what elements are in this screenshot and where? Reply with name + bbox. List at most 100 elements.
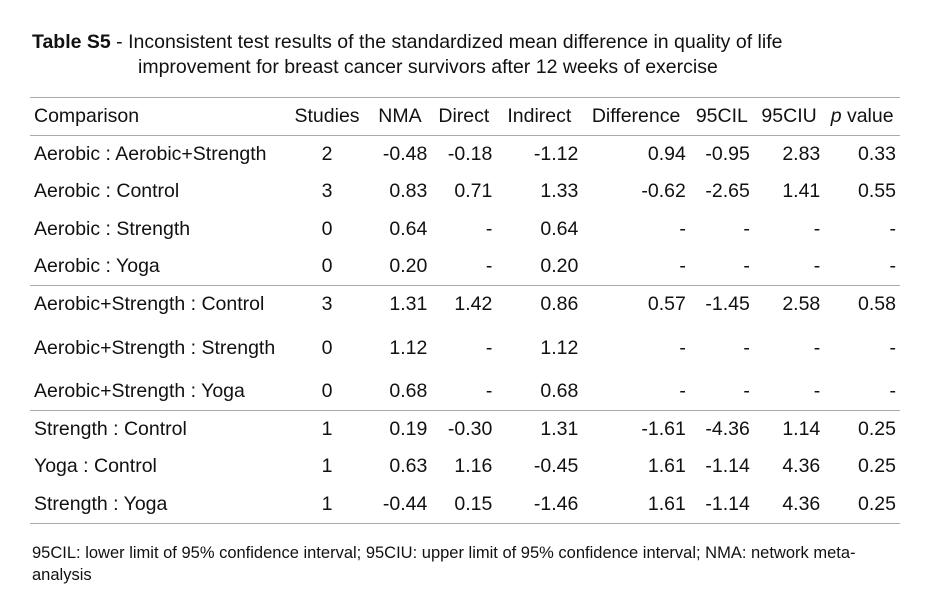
cell-indirect: 0.64 (540, 217, 579, 240)
table-row: Aerobic+Strength : Yoga 0 0.68 - 0.68 - - - - (30, 373, 900, 411)
cell-comparison: Strength : Yoga (34, 492, 168, 515)
cell-p-value: 0.25 (858, 492, 896, 515)
header-ci-upper: 95CIU (753, 97, 825, 136)
cell-studies: 1 (321, 455, 333, 478)
cell-nma: 1.31 (368, 285, 432, 323)
cell-indirect: -0.45 (533, 455, 579, 478)
cell-difference: 1.61 (647, 455, 686, 478)
cell-direct: -0.30 (431, 410, 497, 448)
table-row: Strength : Yoga 1 -0.44 0.15 -1.46 1.61 -1.14 4… (30, 486, 900, 524)
cell-ci-upper: 2.83 (782, 143, 821, 165)
header-indirect: Indirect (496, 97, 583, 136)
table-row: Yoga : Control 1 0.63 1.16 -0.45 1.61 -1.14 4.3… (30, 448, 900, 486)
cell-difference: - (679, 255, 686, 277)
cell-p-value: 0.25 (858, 455, 896, 478)
cell-indirect: 0.68 (540, 380, 579, 402)
table-row: Aerobic+Strength : Control 3 1.31 1.42 0.86 0… (30, 285, 900, 323)
cell-direct: - (485, 380, 493, 402)
cell-direct: -0.18 (447, 143, 493, 165)
cell-p-value: 0.55 (858, 180, 896, 203)
table-row: Aerobic+Strength : Strength 0 1.12 - 1.12 - - -… (30, 323, 900, 373)
cell-direct: 0.71 (454, 180, 493, 203)
cell-ci-lower: -1.45 (689, 285, 754, 323)
cell-p-value: - (889, 380, 897, 402)
table-row: Aerobic : Strength 0 0.64 - 0.64 - - - - (30, 211, 900, 249)
cell-nma: 1.12 (389, 336, 428, 359)
header-p-rest: value (841, 105, 894, 127)
cell-difference: -1.61 (582, 410, 690, 448)
header-comparison: Comparison (30, 97, 286, 136)
cell-comparison: Aerobic : Strength (34, 217, 191, 240)
table-row: Aerobic : Control 3 0.83 0.71 1.33 -0.62 -2.65… (30, 173, 900, 211)
cell-p-value: 0.33 (858, 143, 896, 165)
table-footnote: 95CIL: lower limit of 95% confidence int… (32, 544, 856, 584)
cell-p-value: - (889, 336, 897, 359)
caption-separator: - (110, 31, 129, 53)
cell-difference: - (679, 336, 686, 359)
cell-ci-upper: - (813, 336, 821, 359)
caption-text-line2: improvement for breast cancer survivors … (138, 56, 718, 78)
cell-direct: - (485, 255, 493, 277)
table-row: Strength : Control 1 0.19 -0.30 1.31 -1.61 -4.… (30, 410, 900, 448)
table-label: Table S5 (32, 31, 111, 53)
cell-studies: 3 (285, 285, 369, 323)
header-p-italic: p (830, 105, 842, 127)
cell-difference: - (679, 217, 686, 240)
cell-ci-lower: -1.14 (705, 492, 750, 515)
cell-direct: - (485, 217, 493, 240)
cell-indirect: -1.12 (533, 143, 579, 165)
cell-nma: 0.83 (389, 180, 428, 203)
table-row: Aerobic : Aerobic+Strength 2 -0.48 -0.18 -1.… (30, 136, 900, 174)
cell-ci-upper: 4.36 (782, 455, 821, 478)
cell-studies: 0 (321, 380, 333, 402)
cell-ci-upper: 1.41 (782, 180, 821, 203)
cell-ci-upper: - (813, 217, 821, 240)
cell-difference: 0.94 (647, 143, 686, 165)
cell-studies: 2 (321, 143, 333, 165)
header-row: Comparison Studies NMA Direct Indirect D… (30, 97, 900, 136)
cell-ci-lower: - (743, 380, 750, 402)
cell-comparison: Aerobic : Aerobic+Strength (34, 143, 267, 165)
cell-ci-upper: 2.58 (753, 285, 825, 323)
cell-direct: - (485, 336, 493, 359)
cell-indirect: 0.86 (496, 285, 583, 323)
cell-studies: 1 (285, 410, 369, 448)
cell-indirect: 0.20 (540, 255, 579, 277)
table-row: Aerobic : Yoga 0 0.20 - 0.20 - - - - (30, 248, 900, 286)
cell-indirect: 1.12 (540, 336, 579, 359)
cell-studies: 1 (321, 492, 333, 515)
caption-text-line1: Inconsistent test results of the standar… (128, 31, 783, 53)
cell-nma: -0.48 (382, 143, 428, 165)
header-p-value: p value (824, 97, 900, 136)
cell-direct: 0.15 (454, 492, 493, 515)
cell-comparison: Aerobic : Yoga (34, 255, 160, 277)
cell-studies: 0 (321, 217, 333, 240)
cell-ci-lower: - (743, 336, 750, 359)
cell-comparison: Aerobic+Strength : Control (30, 285, 286, 323)
results-table: Comparison Studies NMA Direct Indirect D… (30, 97, 900, 524)
cell-difference: -0.62 (641, 180, 686, 203)
cell-ci-lower: -2.65 (705, 180, 750, 203)
cell-ci-lower: - (743, 255, 750, 277)
cell-direct: 1.42 (431, 285, 497, 323)
cell-indirect: 1.33 (540, 180, 579, 203)
cell-difference: 0.57 (582, 285, 690, 323)
header-ci-lower: 95CIL (689, 97, 754, 136)
header-difference: Difference (582, 97, 690, 136)
cell-nma: 0.20 (389, 255, 428, 277)
cell-comparison: Strength : Control (30, 410, 286, 448)
cell-p-value: 0.25 (824, 410, 900, 448)
cell-ci-lower: -0.95 (705, 143, 750, 165)
cell-ci-upper: 4.36 (782, 492, 821, 515)
cell-direct: 1.16 (454, 455, 493, 478)
cell-studies: 3 (321, 180, 333, 203)
cell-comparison: Aerobic+Strength : Yoga (34, 380, 245, 402)
cell-nma: -0.44 (382, 492, 428, 515)
table-caption: Table S5 - Inconsistent test results of … (32, 30, 912, 80)
cell-studies: 0 (321, 336, 333, 359)
header-studies: Studies (285, 97, 369, 136)
cell-indirect: 1.31 (496, 410, 583, 448)
cell-ci-lower: - (743, 217, 750, 240)
table-body: Aerobic : Aerobic+Strength 2 -0.48 -0.18 -1.… (30, 136, 900, 524)
cell-p-value: 0.58 (824, 285, 900, 323)
